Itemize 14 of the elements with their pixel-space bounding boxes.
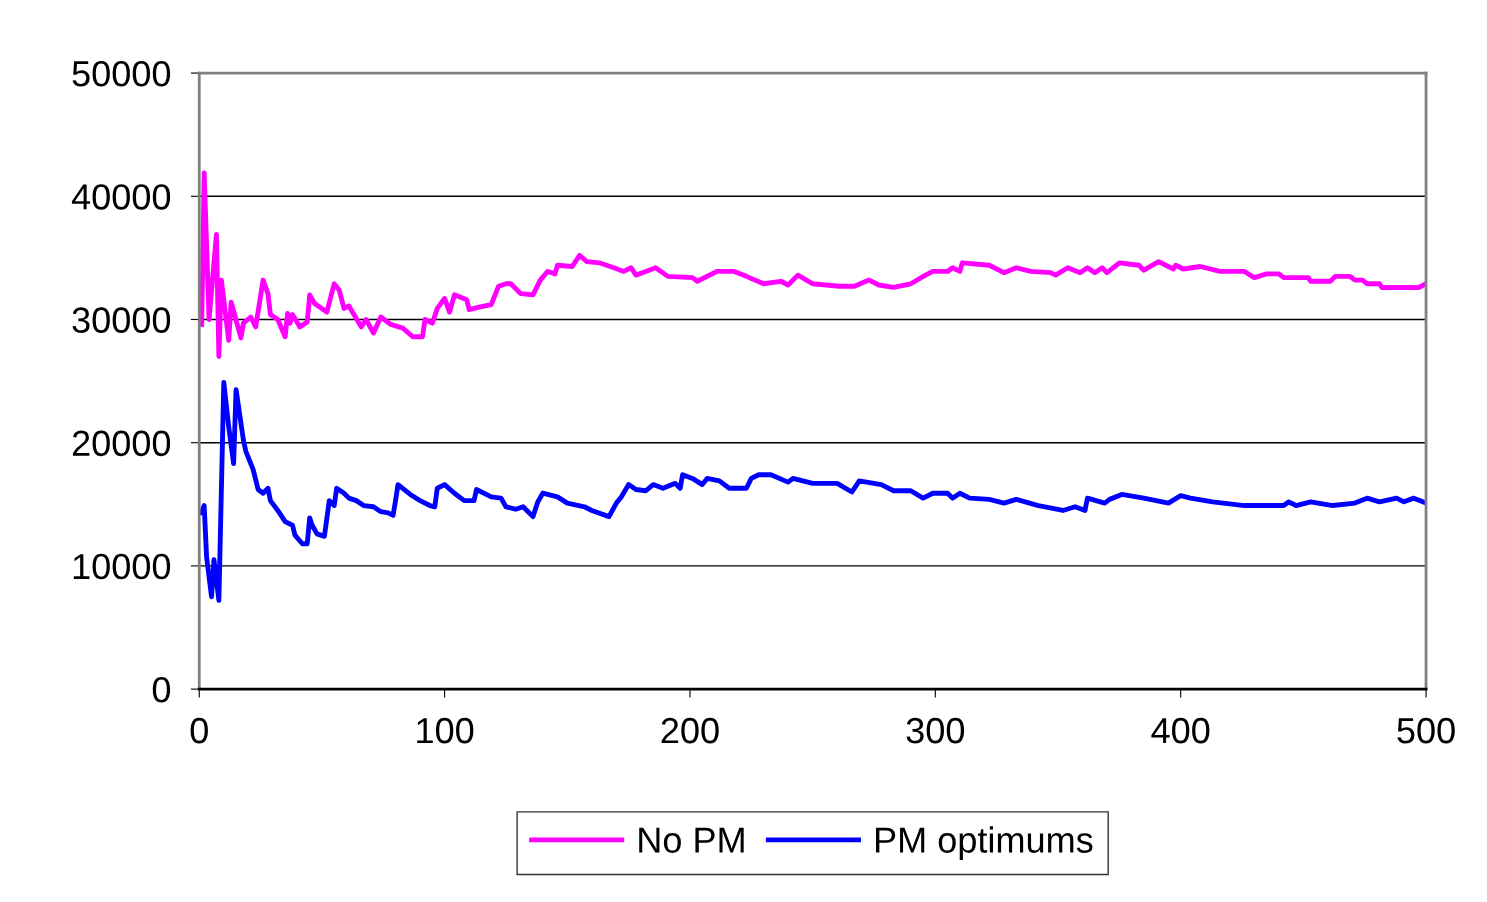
x-tick-label: 0 <box>190 717 208 744</box>
y-tick-label: 20000 <box>72 430 171 457</box>
x-tick-label: 200 <box>661 717 719 744</box>
legend-label: No PM <box>639 827 744 853</box>
x-tick-label: 100 <box>417 717 474 744</box>
x-tick-label: 300 <box>906 717 965 744</box>
y-tick-label: 40000 <box>71 184 171 210</box>
y-tick-label: 50000 <box>72 60 171 87</box>
x-tick-label: 400 <box>1151 717 1210 744</box>
y-tick-label: 10000 <box>73 553 171 580</box>
x-tick-label: 500 <box>1397 717 1455 744</box>
y-tick-label: 30000 <box>72 307 171 333</box>
legend-label: PM optimums <box>875 826 1093 861</box>
y-tick-label: 0 <box>152 677 171 703</box>
